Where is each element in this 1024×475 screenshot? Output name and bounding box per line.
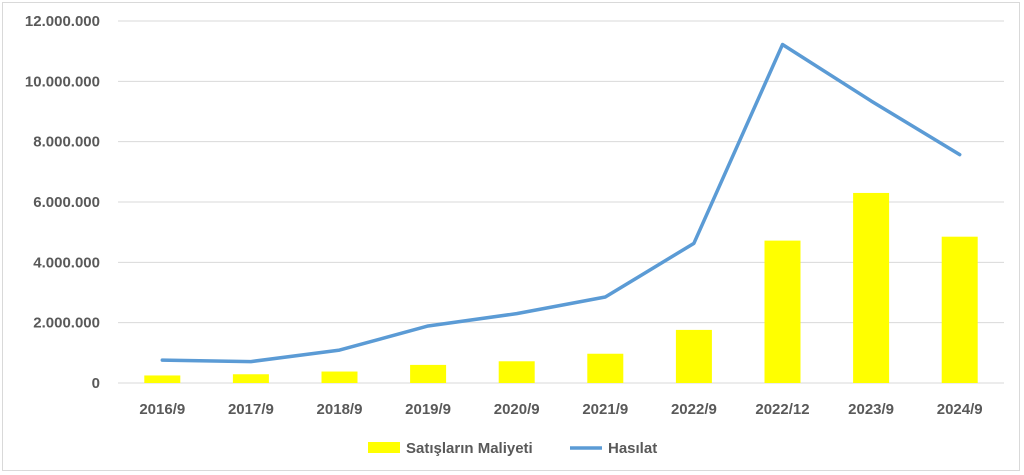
x-axis-ticks: 2016/9 2017/9 2018/9 2019/9 2020/9 2021/9 2022… — [139, 401, 982, 418]
y-tick-label: 10.000.000 — [25, 73, 100, 90]
legend: Satışların Maliyeti Hasılat — [368, 440, 657, 457]
y-axis-ticks: 0 2.000.000 4.000.000 6.000.000 8.000.000 10.… — [25, 13, 100, 392]
x-tick-label: 2023/9 — [848, 401, 894, 418]
y-tick-label: 8.000.000 — [33, 134, 100, 151]
x-tick-label: 2020/9 — [494, 401, 540, 418]
bar — [941, 236, 978, 383]
bar — [853, 192, 890, 383]
x-tick-label: 2021/9 — [582, 401, 628, 418]
y-tick-label: 4.000.000 — [33, 254, 100, 271]
legend-label: Hasılat — [608, 440, 657, 457]
bar — [587, 353, 624, 383]
x-tick-label: 2022/12 — [755, 401, 809, 418]
x-tick-label: 2016/9 — [139, 401, 185, 418]
legend-label: Satışların Maliyeti — [406, 440, 533, 457]
bar-series — [144, 192, 978, 383]
series-line — [160, 42, 962, 364]
line-series — [160, 42, 962, 364]
bar — [144, 375, 181, 383]
bar — [498, 361, 535, 383]
x-tick-label: 2022/9 — [671, 401, 717, 418]
y-tick-label: 0 — [92, 375, 100, 392]
bar — [764, 240, 801, 383]
y-tick-label: 12.000.000 — [25, 13, 100, 30]
x-tick-label: 2017/9 — [228, 401, 274, 418]
x-tick-label: 2024/9 — [937, 401, 983, 418]
legend-swatch-bar — [368, 442, 400, 453]
y-tick-label: 6.000.000 — [33, 194, 100, 211]
y-tick-label: 2.000.000 — [33, 315, 100, 332]
bar — [321, 371, 358, 383]
bar — [675, 329, 712, 383]
bar — [232, 374, 269, 383]
x-tick-label: 2018/9 — [317, 401, 363, 418]
bar — [410, 364, 447, 383]
x-tick-label: 2019/9 — [405, 401, 451, 418]
